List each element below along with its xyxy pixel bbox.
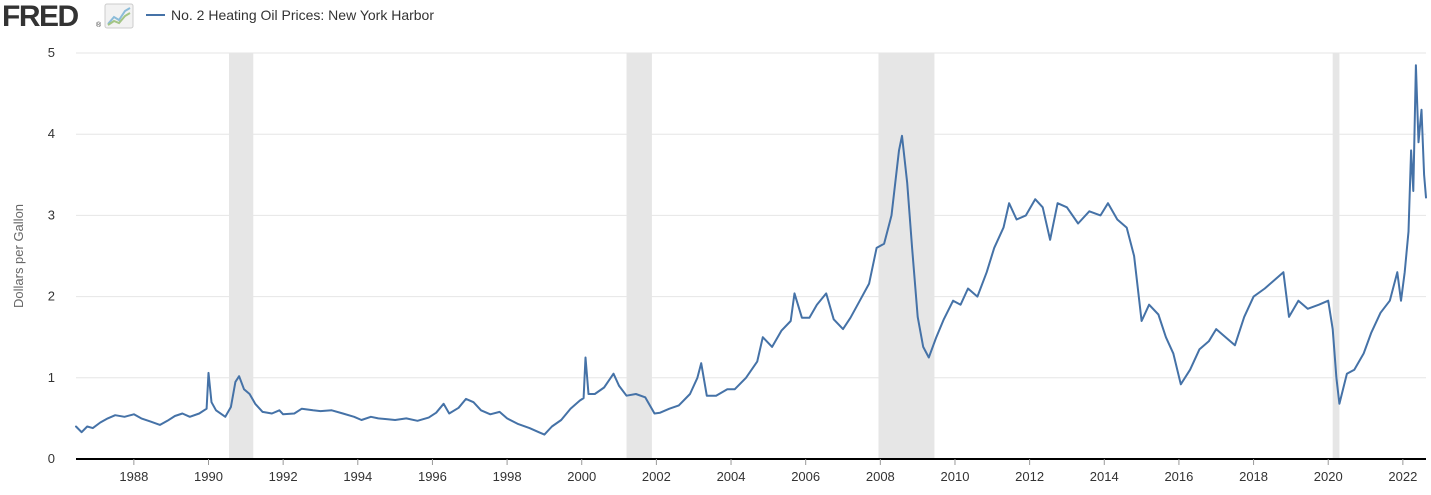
- x-tick-label: 2002: [642, 469, 671, 484]
- x-tick-label: 2000: [567, 469, 596, 484]
- x-tick-label: 1988: [119, 469, 148, 484]
- x-tick-label: 2006: [791, 469, 820, 484]
- x-tick-label: 2016: [1164, 469, 1193, 484]
- x-tick-label: 2012: [1015, 469, 1044, 484]
- fred-logo-text: FRED: [2, 0, 79, 33]
- fred-logo[interactable]: FRED ®: [2, 0, 134, 33]
- y-axis-title: Dollars per Gallon: [11, 204, 26, 308]
- legend-label: No. 2 Heating Oil Prices: New York Harbo…: [171, 7, 434, 23]
- series-line: [75, 64, 1427, 436]
- y-tick-label: 1: [48, 370, 55, 385]
- x-tick-label: 1992: [269, 469, 298, 484]
- y-tick-label: 3: [48, 207, 55, 222]
- x-tick-label: 1990: [194, 469, 223, 484]
- recession-bands: [229, 53, 1340, 459]
- recession-band: [626, 53, 652, 459]
- chart-legend[interactable]: No. 2 Heating Oil Prices: New York Harbo…: [146, 7, 434, 23]
- x-tick-label: 1996: [418, 469, 447, 484]
- x-tick-label: 2018: [1239, 469, 1268, 484]
- y-tick-labels: 0 1 2 3 4 5: [48, 45, 55, 466]
- x-tick-label: 2008: [866, 469, 895, 484]
- x-tick-label: 2014: [1090, 469, 1119, 484]
- x-tick-label: 1994: [343, 469, 372, 484]
- x-tick-label: 2010: [941, 469, 970, 484]
- recession-band: [1332, 53, 1340, 459]
- x-tick-label: 2004: [717, 469, 746, 484]
- y-tick-label: 0: [48, 451, 55, 466]
- series-layer: [75, 64, 1427, 436]
- y-tick-label: 5: [48, 45, 55, 60]
- x-axis: 1988 1990 1992 1994 1996 1998 2000 2002 2004 2006…: [76, 458, 1426, 484]
- fred-logo-registered: ®: [96, 21, 102, 29]
- x-tick-label: 2020: [1314, 469, 1343, 484]
- x-tick-label: 1998: [493, 469, 522, 484]
- recession-band: [878, 53, 935, 459]
- x-tick-label: 2022: [1388, 469, 1417, 484]
- y-tick-label: 4: [48, 126, 55, 141]
- line-chart-icon: [104, 3, 134, 29]
- y-gridlines: [76, 52, 1426, 379]
- y-tick-label: 2: [48, 289, 55, 304]
